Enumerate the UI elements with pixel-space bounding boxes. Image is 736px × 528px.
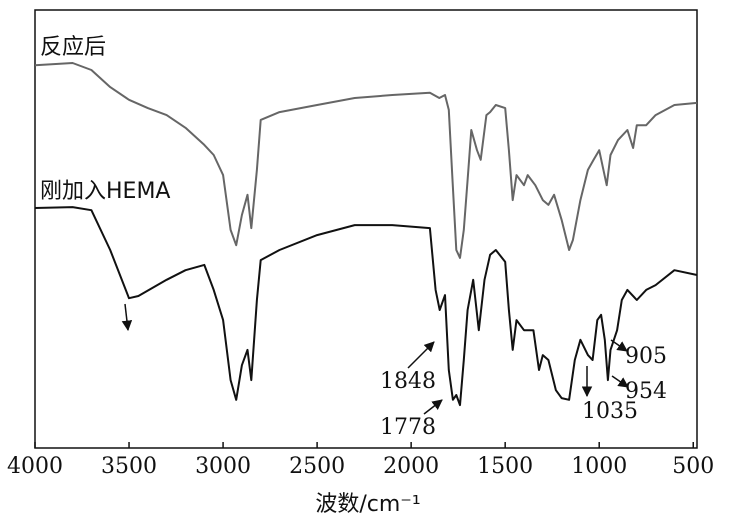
peak-annotation: 905 (625, 344, 667, 369)
peak-annotation: 1848 (380, 369, 436, 394)
arrow (423, 399, 443, 415)
x-tick-label: 1500 (477, 454, 533, 479)
arrow (121, 303, 133, 332)
arrow (610, 339, 628, 352)
x-tick-label: 500 (672, 454, 714, 479)
x-tick-label: 1000 (571, 454, 627, 479)
spectrum-line (34, 206, 698, 407)
series-label: 刚加入HEMA (40, 179, 170, 204)
peak-annotation: 1778 (380, 415, 436, 440)
x-axis-label: 波数/cm⁻¹ (315, 492, 420, 517)
x-tick-label: 2500 (289, 454, 345, 479)
x-tick-label: 3500 (101, 454, 157, 479)
spectrum-line (34, 62, 698, 259)
x-tick-label: 4000 (7, 454, 63, 479)
x-tick-label: 2000 (383, 454, 439, 479)
plot-frame (34, 9, 698, 449)
peak-annotation: 954 (625, 379, 667, 404)
arrow (407, 341, 435, 369)
arrow (611, 375, 629, 388)
series-label: 反应后 (40, 35, 106, 60)
x-tick-label: 3000 (195, 454, 251, 479)
peak-annotation: 1035 (582, 399, 638, 424)
